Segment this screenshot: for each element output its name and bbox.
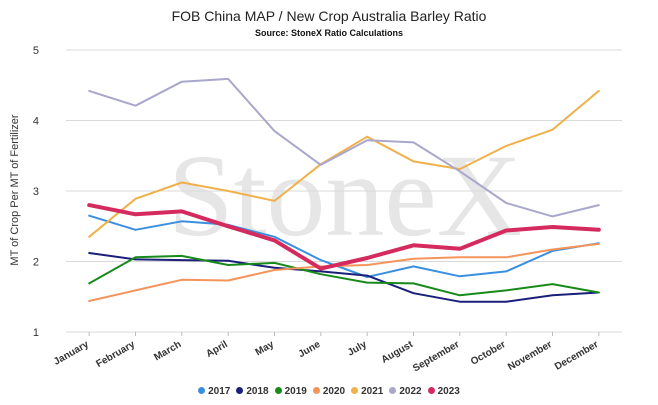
x-tick-label: July <box>346 339 369 359</box>
x-tick-label: November <box>506 339 554 373</box>
x-tick-label: May <box>254 339 277 358</box>
legend-item-2019[interactable]: 2019 <box>274 386 307 397</box>
legend-label: 2022 <box>399 386 422 397</box>
x-tick-label: June <box>297 339 323 360</box>
x-tick-label: September <box>411 339 461 374</box>
legend-item-2023[interactable]: 2023 <box>427 386 460 397</box>
x-tick-label: February <box>94 339 137 370</box>
legend-item-2018[interactable]: 2018 <box>236 386 269 397</box>
y-tick-label: 5 <box>33 45 39 57</box>
legend-swatch <box>274 387 282 394</box>
x-tick-label: October <box>469 339 508 368</box>
legend-item-2020[interactable]: 2020 <box>312 386 346 397</box>
legend-swatch <box>312 387 320 394</box>
legend: 2017 2018 2019 2020 2021 2022 2023 <box>0 386 658 397</box>
y-tick-label: 2 <box>33 257 39 269</box>
legend-swatch <box>198 387 206 394</box>
x-tick-label: August <box>380 339 416 366</box>
chart-title: FOB China MAP / New Crop Australia Barle… <box>171 8 487 24</box>
legend-label: 2020 <box>322 386 346 397</box>
series-line-2023 <box>87 203 601 271</box>
legend-swatch <box>389 387 397 394</box>
legend-label: 2023 <box>437 386 460 397</box>
x-tick-label: March <box>152 339 183 363</box>
series-lines <box>87 77 601 303</box>
series-line-2019 <box>88 254 600 297</box>
x-tick-labels: January February March April May June July Augu… <box>52 339 600 375</box>
x-tick-label: January <box>52 339 91 368</box>
chart-subtitle: Source: StoneX Ratio Calculations <box>254 28 404 38</box>
series-line-2020 <box>88 242 600 302</box>
y-tick-labels: 1 2 3 4 5 <box>33 45 39 339</box>
legend-label: 2021 <box>361 386 384 397</box>
legend-label: 2017 <box>208 386 231 397</box>
y-tick-label: 1 <box>33 327 39 339</box>
y-tick-label: 3 <box>33 186 39 198</box>
legend-label: 2019 <box>284 386 307 397</box>
series-line-2017 <box>88 214 600 278</box>
x-tick-label: April <box>204 339 229 360</box>
legend-item-2022[interactable]: 2022 <box>389 386 422 397</box>
series-line-2018 <box>88 252 600 303</box>
series-line-2021 <box>88 89 600 238</box>
legend-swatch <box>427 387 435 394</box>
legend-swatch <box>351 387 359 394</box>
series-line-2022 <box>88 77 600 218</box>
x-tick-label: December <box>553 339 600 373</box>
legend-item-2021[interactable]: 2021 <box>351 386 383 397</box>
legend-label: 2018 <box>246 386 269 397</box>
y-tick-label: 4 <box>33 116 39 128</box>
legend-item-2017[interactable]: 2017 <box>198 386 230 397</box>
legend-swatch <box>236 387 244 394</box>
